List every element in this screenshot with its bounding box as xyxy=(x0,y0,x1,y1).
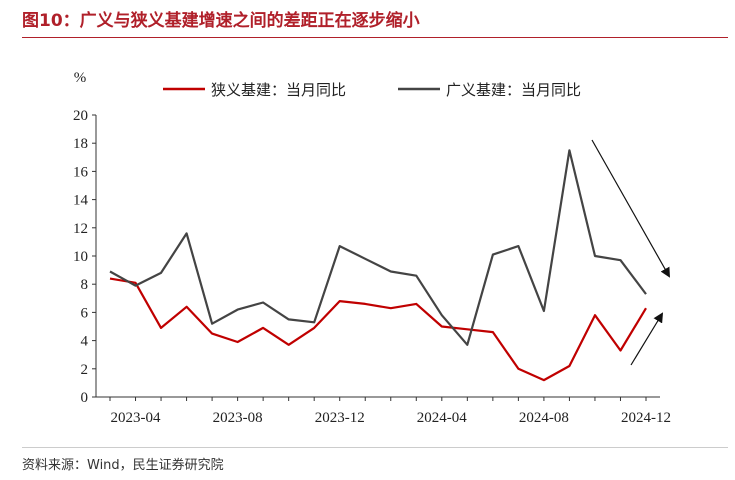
annotation-arrow-down xyxy=(591,139,670,278)
chart-title: 图10：广义与狭义基建增速之间的差距正在逐步缩小 xyxy=(22,11,420,31)
source-divider xyxy=(22,447,728,448)
x-tick-label: 2024-08 xyxy=(519,410,569,426)
legend-label-narrow: 狭义基建：当月同比 xyxy=(211,81,346,99)
y-tick-label: 0 xyxy=(81,390,89,406)
series-line-narrow xyxy=(109,277,647,382)
x-tick-label: 2023-08 xyxy=(213,410,263,426)
y-tick-label: 8 xyxy=(81,277,89,293)
annotation-arrow-up xyxy=(630,312,664,366)
x-tick-label: 2023-04 xyxy=(111,410,161,426)
y-tick-label: 14 xyxy=(73,193,89,209)
y-tick-label: 16 xyxy=(73,164,89,180)
title-divider xyxy=(22,37,728,38)
y-tick-label: 18 xyxy=(73,136,88,152)
legend-label-broad: 广义基建：当月同比 xyxy=(446,81,581,99)
y-tick-label: 10 xyxy=(73,249,88,265)
series-line-broad xyxy=(109,149,647,346)
y-tick-label: 20 xyxy=(73,108,88,124)
y-tick-label: 6 xyxy=(81,305,89,321)
source-note: 资料来源：Wind，民生证券研究院 xyxy=(22,458,224,473)
line-chart: 0 2 4 6 8 10 12 14 16 18 20% 2023-04 2023-08 2023-12 2… xyxy=(73,70,671,426)
y-tick-label: 4 xyxy=(81,334,89,350)
y-tick-label: 2 xyxy=(81,362,89,378)
x-tick-label: 2024-12 xyxy=(621,410,671,426)
x-tick-label: 2024-04 xyxy=(417,410,467,426)
x-tick-label: 2023-12 xyxy=(315,410,365,426)
y-tick-label: 12 xyxy=(73,221,88,237)
y-unit-label: % xyxy=(74,70,87,86)
